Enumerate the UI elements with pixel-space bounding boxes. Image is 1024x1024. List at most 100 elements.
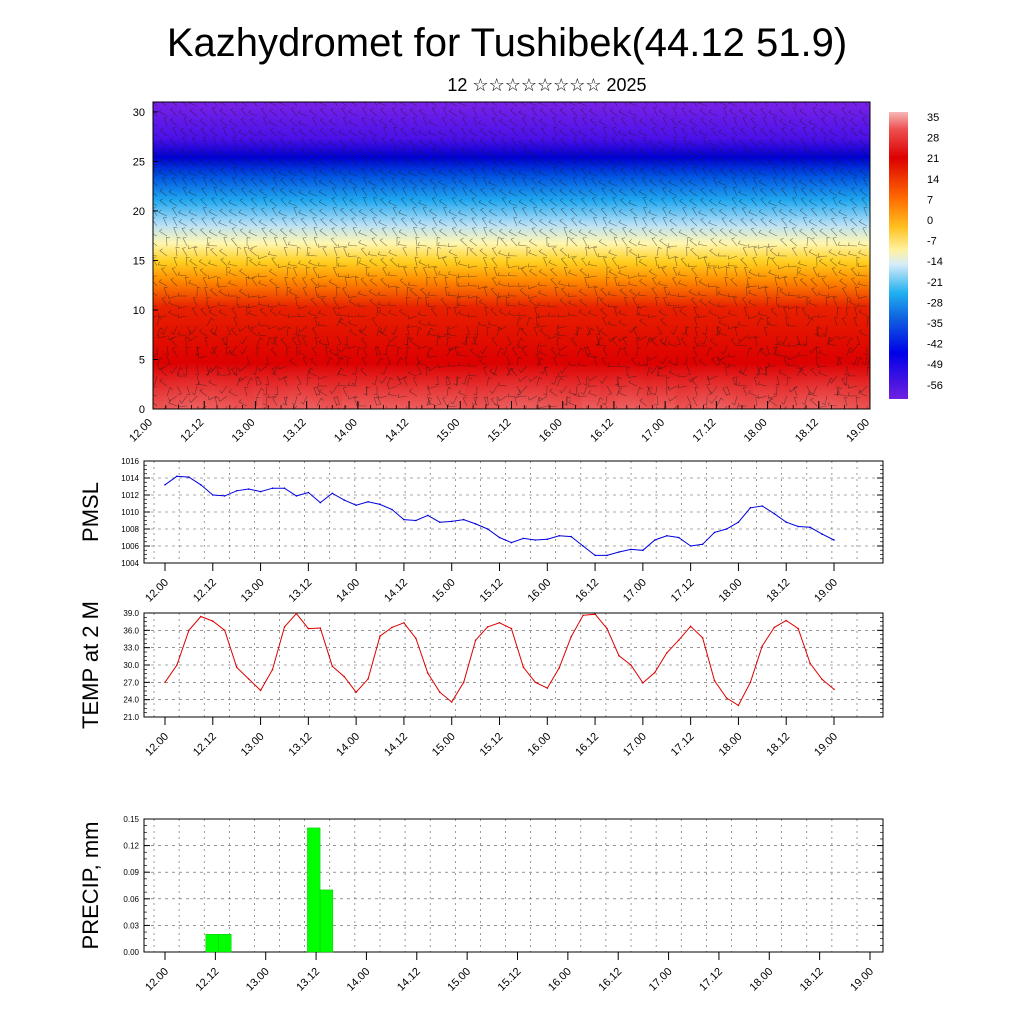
wind-barb-flag — [799, 368, 803, 372]
wind-barb-flag — [679, 148, 683, 152]
wind-barb-flag — [850, 197, 854, 201]
wind-barb — [479, 360, 488, 367]
wind-barb-flag — [601, 187, 606, 189]
wind-barb — [391, 188, 398, 197]
wind-barb-flag — [347, 356, 352, 359]
wind-barb-flag — [652, 167, 656, 169]
wind-barb — [820, 109, 828, 117]
wind-barb — [608, 222, 618, 227]
wind-barb — [236, 246, 239, 257]
wind-barb-flag — [492, 247, 496, 249]
wind-barb-flag — [821, 277, 826, 279]
wind-barb-flag — [461, 382, 465, 385]
pmsl-point — [355, 504, 357, 507]
wind-barb — [539, 251, 548, 257]
wind-barb — [370, 109, 378, 117]
wind-barb-flag — [717, 252, 720, 257]
wind-barb-flag — [839, 148, 843, 152]
wind-barb-flag — [458, 179, 462, 182]
wind-barb — [783, 227, 788, 237]
wind-barb — [799, 370, 808, 377]
wind-barb-flag — [211, 197, 215, 200]
wind-barb-flag — [159, 317, 163, 320]
wind-barb — [202, 207, 208, 217]
wind-barb-flag — [730, 157, 735, 160]
wind-barb-flag — [630, 187, 635, 190]
wind-barb — [636, 306, 638, 317]
wind-barb — [628, 112, 638, 117]
wind-barb — [419, 180, 428, 187]
wind-barb — [455, 347, 458, 357]
wind-barb — [834, 317, 838, 327]
wind-barb — [750, 219, 758, 227]
wind-barb-flag — [262, 98, 265, 99]
wind-barb-flag — [377, 306, 381, 309]
wind-barb-flag — [709, 118, 713, 122]
wind-barb — [243, 247, 248, 257]
wind-barb — [548, 262, 558, 267]
wind-barb — [290, 149, 298, 157]
wind-barb — [480, 149, 488, 157]
wind-barb — [850, 229, 858, 237]
wind-barb — [560, 109, 568, 117]
wind-barb-flag — [342, 147, 346, 149]
wind-barb — [570, 209, 578, 217]
wind-barb-flag — [709, 347, 713, 350]
wind-barb-flag — [592, 197, 596, 199]
wind-barb-flag — [467, 313, 470, 317]
colorbar-label: 35 — [927, 112, 939, 124]
wind-barb — [710, 209, 718, 217]
wind-barb — [841, 128, 848, 137]
wind-barb — [756, 317, 761, 327]
wind-barb-flag — [810, 168, 814, 171]
wind-barb-flag — [569, 198, 574, 201]
wind-barb — [768, 231, 778, 237]
wind-barb — [479, 140, 488, 147]
wind-barb — [800, 159, 808, 167]
wind-barb-flag — [747, 243, 749, 248]
wind-barb — [338, 161, 348, 167]
wind-barb — [266, 355, 269, 365]
wind-barb — [458, 275, 468, 278]
wind-barb-flag — [220, 118, 224, 121]
wind-barb-flag — [668, 179, 672, 183]
wind-barb-flag — [407, 281, 410, 285]
wind-barb-flag — [668, 359, 672, 363]
wind-barb — [505, 405, 508, 409]
wind-barb — [629, 251, 638, 257]
wind-barb — [360, 279, 368, 287]
wind-barb-flag — [644, 363, 648, 366]
wind-barb — [498, 172, 508, 177]
wind-barb-flag — [651, 287, 656, 289]
wind-barb-flag — [447, 331, 451, 335]
wind-barb — [760, 219, 768, 227]
wind-barb — [453, 307, 458, 317]
wind-barb-flag — [752, 127, 757, 129]
wind-barb — [658, 172, 668, 177]
wind-barb — [558, 354, 568, 357]
wind-barb — [608, 323, 618, 327]
wind-barb — [581, 208, 588, 217]
wind-barb — [476, 325, 478, 336]
wind-barb-flag — [839, 357, 843, 360]
wind-barb — [729, 170, 738, 177]
wind-barb-flag — [718, 356, 720, 361]
wind-barb — [278, 172, 288, 177]
wind-barb — [673, 127, 678, 137]
wind-barb — [674, 102, 678, 107]
wind-barb — [706, 385, 712, 394]
wind-barb — [593, 217, 598, 227]
wind-barb — [674, 257, 678, 267]
wind-barb — [556, 377, 562, 387]
wind-barb — [661, 268, 668, 277]
wind-barb — [298, 263, 308, 267]
wind-barb — [578, 221, 588, 227]
wind-barb-flag — [767, 321, 771, 325]
wind-barb — [828, 404, 838, 407]
wind-barb — [570, 109, 578, 117]
wind-barb-flag — [837, 363, 842, 365]
wind-barb-flag — [300, 401, 304, 405]
wind-barb — [354, 397, 358, 407]
wind-barb-flag — [377, 301, 381, 305]
wind-barb — [339, 141, 348, 147]
